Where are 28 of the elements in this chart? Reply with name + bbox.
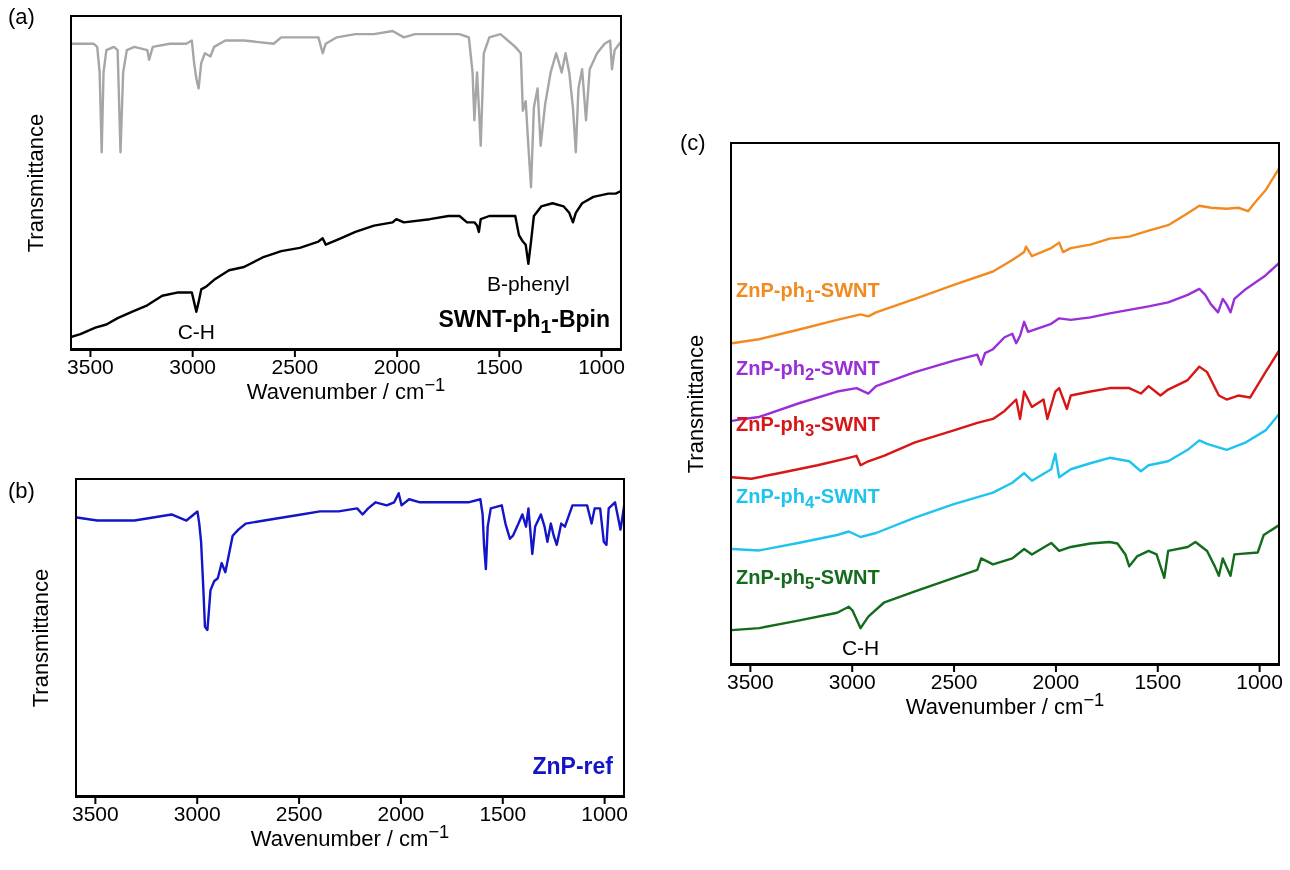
x-tick-label: 3500 — [67, 354, 114, 378]
x-tick-label: 1000 — [1236, 669, 1283, 693]
series-label: ZnP-ph$_{4}$-SWNT — [736, 484, 880, 513]
y-axis-title: Transmittance — [23, 112, 49, 254]
x-tick-label: 1000 — [581, 801, 628, 825]
y-axis-title: Transmittance — [28, 567, 54, 709]
x-tick-label: 1500 — [475, 354, 523, 378]
x-tick-label: 1500 — [479, 801, 527, 825]
text: SWNT-ph$_{1}$-Bpin — [438, 306, 610, 338]
series-label: ZnP-ph$_{2}$-SWNT — [736, 356, 880, 385]
x-tick-label: 3000 — [828, 669, 876, 693]
chart-title: (b) — [8, 478, 35, 504]
chart-title: (a) — [8, 4, 35, 30]
x-tick-label: 1000 — [578, 354, 625, 378]
text: ZnP-ref — [532, 753, 613, 780]
x-tick-label: 3500 — [727, 669, 774, 693]
x-tick-label: 1500 — [1134, 669, 1182, 693]
y-axis-title: Transmittance — [683, 333, 709, 475]
annotation: C-H — [840, 636, 881, 661]
x-tick-label: 3000 — [169, 354, 217, 378]
chart-title: (c) — [680, 130, 706, 156]
series-label: ZnP-ph$_{3}$-SWNT — [736, 413, 880, 442]
x-tick-label: 3000 — [173, 801, 221, 825]
annotation: B-phenyl — [485, 271, 571, 296]
series-label: ZnP-ph$_{1}$-SWNT — [736, 279, 880, 308]
x-tick-label: 3500 — [72, 801, 119, 825]
annotation: C-H — [176, 319, 216, 344]
series-label: ZnP-ph$_{5}$-SWNT — [736, 566, 880, 595]
